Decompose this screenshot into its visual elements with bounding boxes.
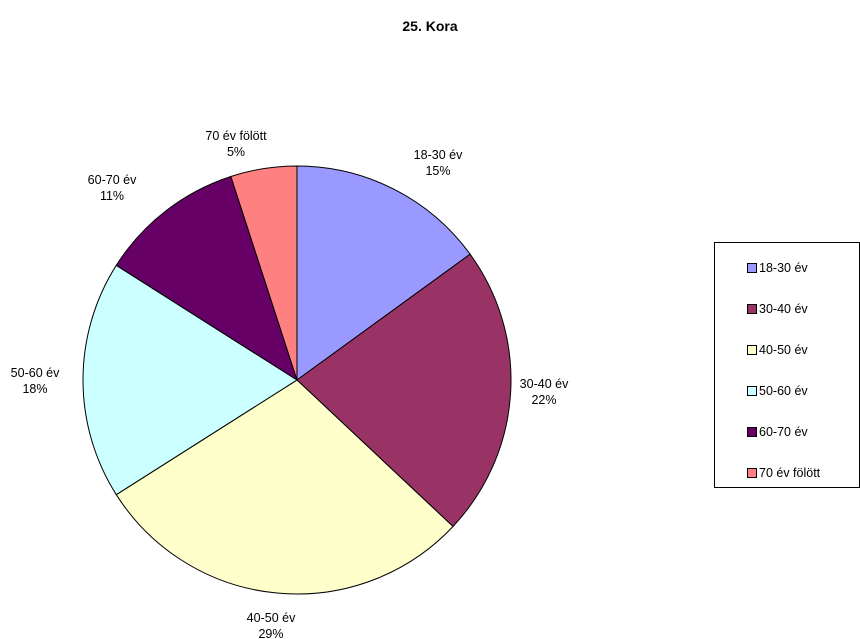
legend-label: 50-60 év [759,384,808,398]
legend-label: 30-40 év [759,302,808,316]
slice-value-label: 22% [531,393,556,407]
legend-item: 30-40 év [747,302,808,316]
legend-swatch [747,345,757,355]
slice-category-label: 60-70 év [88,173,137,187]
pie-slice-5 [115,175,298,382]
legend-item: 50-60 év [747,384,808,398]
legend-item: 70 év fölött [747,466,820,480]
pie-slice-2 [296,253,512,528]
legend-swatch [747,386,757,396]
legend: 18-30 év 30-40 év 40-50 év 50-60 év 60-70 év… [714,242,860,488]
slice-category-label: 18-30 év [414,148,463,162]
slice-value-label: 29% [258,627,283,639]
legend-label: 70 év fölött [759,466,821,480]
slice-value-label: 15% [425,164,450,178]
legend-swatch [747,304,757,314]
slice-value-label: 5% [227,145,245,159]
chart-title: 25. Kora [402,18,458,34]
pie-slice-6 [230,165,298,381]
pie-slice-1 [296,165,471,381]
slice-category-label: 40-50 év [247,611,296,625]
slice-category-label: 30-40 év [520,377,569,391]
legend-swatch [747,468,757,478]
slice-value-label: 11% [100,189,124,203]
legend-swatch [747,427,757,437]
slice-category-label: 70 év fölött [205,129,267,143]
pie-slice-3 [115,379,454,595]
legend-item: 18-30 év [747,261,808,275]
legend-label: 40-50 év [759,343,808,357]
legend-label: 60-70 év [759,425,808,439]
slice-value-label: 18% [22,382,47,396]
legend-item: 60-70 év [747,425,808,439]
legend-label: 18-30 év [759,261,808,275]
pie-slice-4 [82,264,298,496]
legend-swatch [747,263,757,273]
legend-item: 40-50 év [747,343,808,357]
slice-category-label: 50-60 év [11,366,60,380]
